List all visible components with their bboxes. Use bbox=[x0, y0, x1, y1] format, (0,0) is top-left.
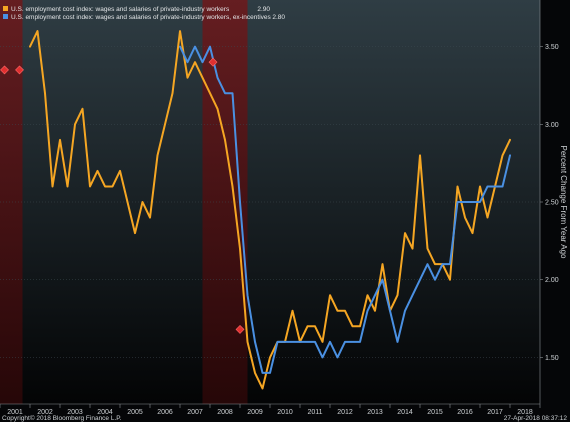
x-tick-label: 2009 bbox=[247, 409, 263, 416]
event-marker bbox=[0, 65, 9, 75]
event-marker bbox=[15, 65, 24, 75]
y-tick-label: 2.00 bbox=[545, 277, 559, 284]
x-tick-label: 2005 bbox=[127, 409, 143, 416]
x-tick-label: 2006 bbox=[157, 409, 173, 416]
y-tick-label: 3.50 bbox=[545, 44, 559, 51]
x-tick-label: 2007 bbox=[187, 409, 203, 416]
copyright-text: Copyright© 2018 Bloomberg Finance L.P. bbox=[2, 414, 122, 422]
x-tick-label: 2017 bbox=[487, 409, 503, 416]
y-ticks: 1.50 2.00 2.50 3.00 3.50 bbox=[540, 44, 559, 362]
x-tick-label: 2016 bbox=[457, 409, 473, 416]
y-axis-title: Percent Change From Year Ago bbox=[559, 146, 568, 260]
x-tick-label: 2015 bbox=[427, 409, 443, 416]
x-tick-label: 2010 bbox=[277, 409, 293, 416]
event-marker bbox=[235, 324, 245, 334]
x-tick-label: 2012 bbox=[337, 409, 353, 416]
x-ticks: 2001 2002 2003 2004 2005 2006 2007 2008 2009 2010… bbox=[0, 404, 541, 416]
x-tick-label: 2004 bbox=[97, 409, 113, 416]
legend-value-1: 2.90 bbox=[257, 6, 270, 13]
legend-swatch-2 bbox=[3, 14, 8, 19]
markers bbox=[0, 57, 245, 334]
gridlines bbox=[0, 46, 540, 358]
x-tick-label: 2014 bbox=[397, 409, 413, 416]
x-tick-label: 2018 bbox=[517, 409, 533, 416]
series-line-2 bbox=[179, 45, 511, 374]
y-tick-label: 2.50 bbox=[545, 200, 559, 207]
legend-label-2: U.S. employment cost index: wages and sa… bbox=[11, 14, 271, 21]
timestamp-text: 27-Apr-2018 08:37:12 bbox=[504, 415, 568, 422]
x-tick-label: 2011 bbox=[307, 409, 322, 416]
series-lines bbox=[29, 30, 511, 390]
legend-value-2: 2.80 bbox=[272, 14, 285, 21]
y-tick-label: 1.50 bbox=[545, 355, 559, 362]
x-tick-label: 2001 bbox=[7, 409, 23, 416]
legend: U.S. employment cost index: wages and sa… bbox=[3, 6, 285, 21]
x-tick-label: 2003 bbox=[67, 409, 83, 416]
event-marker bbox=[208, 57, 218, 67]
series-line-1 bbox=[29, 30, 511, 390]
y-tick-label: 3.00 bbox=[545, 122, 559, 129]
legend-swatch-1 bbox=[3, 6, 8, 11]
x-tick-label: 2013 bbox=[367, 409, 383, 416]
x-tick-label: 2008 bbox=[217, 409, 233, 416]
legend-label-1: U.S. employment cost index: wages and sa… bbox=[11, 6, 230, 13]
recession-band bbox=[0, 0, 23, 404]
x-tick-label: 2002 bbox=[37, 409, 53, 416]
